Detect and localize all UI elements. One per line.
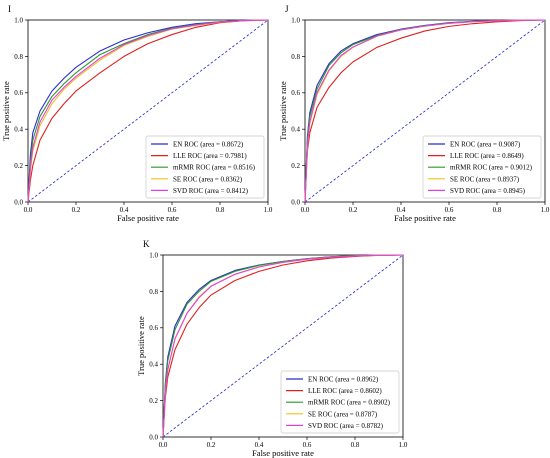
panel-letter: K — [143, 239, 150, 249]
x-tick-label: 1.0 — [264, 206, 273, 214]
y-tick-label: 0.6 — [291, 89, 300, 97]
x-tick-label: 1.0 — [399, 441, 408, 449]
roc-curve-2 — [27, 19, 269, 203]
roc-curve-2 — [304, 19, 546, 203]
y-tick-label: 1.0 — [14, 16, 23, 24]
y-tick-label: 0.6 — [149, 324, 158, 332]
y-tick-label: 0.8 — [149, 288, 158, 296]
y-axis-label: True positive rate — [278, 81, 288, 141]
y-tick-label: 0.2 — [149, 397, 158, 405]
legend: EN ROC (area = 0.8962) LLE ROC (area = 0.… — [280, 370, 400, 434]
legend-entry: mRMR ROC (area = 0.8902) — [308, 399, 391, 407]
x-axis-label: False positive rate — [394, 213, 456, 223]
roc-curve-2 — [162, 254, 404, 438]
legend-box — [422, 135, 542, 199]
y-tick-label: 0.8 — [14, 53, 23, 61]
x-tick-label: 0.2 — [72, 206, 81, 214]
x-axis-label: False positive rate — [117, 213, 179, 223]
roc-panel-i: 0.0 0.2 0.4 0.6 0.8 1.0 0.0 0.2 0.4 0.6 0.8 1.0 Fals… — [1, 4, 273, 223]
legend-entry: mRMR ROC (area = 0.8516) — [173, 164, 256, 172]
roc-curve-5 — [162, 254, 404, 438]
x-tick-label: 0.4 — [255, 441, 264, 449]
x-tick-label: 0.0 — [24, 206, 33, 214]
y-tick-label: 0.4 — [291, 126, 300, 134]
legend-entry: SE ROC (area = 0.8937) — [450, 175, 520, 183]
x-tick-label: 0.0 — [159, 441, 168, 449]
legend-entry: SE ROC (area = 0.8362) — [173, 175, 243, 183]
y-tick-label: 0.4 — [14, 126, 23, 134]
y-axis-label: True positive rate — [1, 81, 11, 141]
legend-entry: SVD ROC (area = 0.8945) — [450, 187, 526, 195]
chance-diagonal-line — [162, 254, 404, 438]
legend: EN ROC (area = 0.9087) LLE ROC (area = 0.… — [422, 135, 542, 199]
x-tick-label: 0.8 — [216, 206, 225, 214]
x-tick-label: 0.4 — [120, 206, 129, 214]
legend-entry: SVD ROC (area = 0.8412) — [173, 187, 249, 195]
y-tick-label: 0.0 — [14, 198, 23, 206]
y-tick-label: 1.0 — [149, 251, 158, 259]
y-tick-label: 0.2 — [14, 162, 23, 170]
legend-entry: LLE ROC (area = 0.7981) — [173, 152, 247, 160]
y-tick-label: 0.0 — [291, 198, 300, 206]
legend-entry: SVD ROC (area = 0.8782) — [308, 422, 384, 430]
legend-box — [145, 135, 265, 199]
panel-letter: I — [8, 4, 11, 14]
x-tick-label: 0.8 — [493, 206, 502, 214]
legend-entry: EN ROC (area = 0.8962) — [308, 376, 379, 384]
legend-entry: SE ROC (area = 0.8787) — [308, 410, 378, 418]
x-tick-label: 1.0 — [541, 206, 550, 214]
x-tick-label: 0.4 — [397, 206, 406, 214]
y-tick-label: 1.0 — [291, 16, 300, 24]
roc-panel-k: 0.0 0.2 0.4 0.6 0.8 1.0 0.0 0.2 0.4 0.6 0.8 1.0 Fals… — [136, 239, 408, 458]
y-tick-label: 0.2 — [291, 162, 300, 170]
legend-entry: mRMR ROC (area = 0.9012) — [450, 164, 533, 172]
y-tick-label: 0.8 — [291, 53, 300, 61]
x-tick-label: 0.2 — [349, 206, 358, 214]
y-tick-label: 0.6 — [14, 89, 23, 97]
chance-diagonal-line — [304, 19, 546, 203]
legend-entry: LLE ROC (area = 0.8602) — [308, 387, 382, 395]
plot-frame — [162, 254, 404, 438]
legend: EN ROC (area = 0.8672) LLE ROC (area = 0.… — [145, 135, 265, 199]
x-tick-label: 0.6 — [168, 206, 177, 214]
roc-panel-j: 0.0 0.2 0.4 0.6 0.8 1.0 0.0 0.2 0.4 0.6 0.8 1.0 Fals… — [278, 4, 550, 223]
legend-entry: EN ROC (area = 0.8672) — [173, 141, 244, 149]
x-tick-label: 0.2 — [207, 441, 216, 449]
x-tick-label: 0.8 — [351, 441, 360, 449]
roc-curve-5 — [27, 19, 269, 203]
y-axis-label: True positive rate — [136, 316, 146, 376]
x-tick-label: 0.0 — [301, 206, 310, 214]
panel-letter: J — [285, 4, 289, 14]
chance-diagonal-line — [27, 19, 269, 203]
x-tick-label: 0.6 — [303, 441, 312, 449]
plot-frame — [27, 19, 269, 203]
plot-frame — [304, 19, 546, 203]
legend-entry: EN ROC (area = 0.9087) — [450, 141, 521, 149]
legend-box — [280, 370, 400, 434]
legend-entry: LLE ROC (area = 0.8649) — [450, 152, 524, 160]
y-tick-label: 0.4 — [149, 361, 158, 369]
x-axis-label: False positive rate — [252, 448, 314, 458]
y-tick-label: 0.0 — [149, 433, 158, 441]
x-tick-label: 0.6 — [445, 206, 454, 214]
roc-curve-5 — [304, 19, 546, 203]
